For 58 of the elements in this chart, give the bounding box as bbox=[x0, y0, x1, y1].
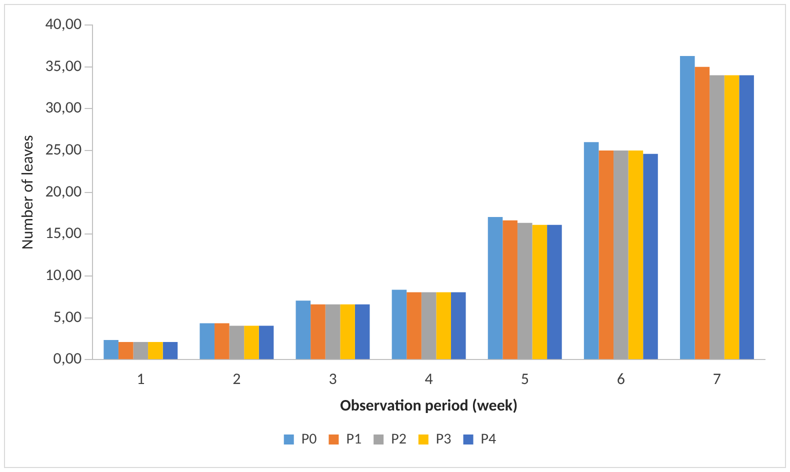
y-axis-title: Number of leaves bbox=[18, 135, 38, 250]
bar bbox=[694, 66, 710, 360]
y-tick-label: 30,00 bbox=[45, 98, 82, 118]
y-tick-label: 15,00 bbox=[45, 224, 82, 244]
bar bbox=[104, 340, 118, 360]
bar bbox=[488, 216, 503, 360]
bar bbox=[118, 342, 134, 360]
x-tick-label: 4 bbox=[424, 370, 433, 390]
y-tick-label: 35,00 bbox=[45, 56, 82, 76]
legend-label: P0 bbox=[301, 430, 318, 448]
bar bbox=[296, 300, 311, 360]
bar bbox=[598, 150, 614, 360]
bar bbox=[436, 292, 452, 360]
legend-label: P1 bbox=[346, 430, 362, 448]
x-axis-title: Observation period (week) bbox=[340, 396, 518, 416]
bar bbox=[354, 304, 370, 360]
bar bbox=[340, 304, 355, 360]
bar bbox=[133, 342, 148, 360]
bar bbox=[710, 75, 724, 360]
x-tick-label: 3 bbox=[328, 370, 337, 390]
bar bbox=[148, 342, 163, 360]
legend-label: P3 bbox=[436, 430, 452, 448]
bar bbox=[451, 292, 466, 360]
bar bbox=[421, 292, 436, 360]
bar bbox=[310, 304, 326, 360]
bar bbox=[724, 75, 740, 360]
y-tick-label: 25,00 bbox=[45, 140, 82, 160]
x-tick-label: 1 bbox=[136, 370, 145, 390]
x-tick-label: 7 bbox=[712, 370, 722, 390]
bar bbox=[406, 292, 422, 360]
bar bbox=[628, 150, 644, 360]
bar bbox=[392, 290, 407, 360]
bar bbox=[643, 154, 658, 360]
bar bbox=[244, 326, 259, 360]
x-tick-label: 6 bbox=[616, 370, 625, 390]
bar bbox=[517, 222, 532, 360]
legend-label: P2 bbox=[391, 430, 406, 448]
bar bbox=[258, 326, 274, 360]
bar bbox=[229, 326, 244, 360]
bar bbox=[325, 304, 340, 360]
bar bbox=[162, 342, 178, 360]
y-tick-label: 0,00 bbox=[53, 350, 82, 369]
bar bbox=[614, 150, 628, 360]
bar bbox=[532, 224, 548, 360]
y-tick-label: 5,00 bbox=[53, 308, 82, 327]
x-tick-label: 5 bbox=[520, 370, 529, 390]
y-tick-label: 20,00 bbox=[45, 182, 82, 202]
bar bbox=[739, 75, 754, 360]
bar bbox=[680, 56, 695, 360]
bar bbox=[584, 142, 599, 360]
y-tick-label: 10,00 bbox=[45, 266, 82, 285]
bar bbox=[502, 220, 518, 360]
bar bbox=[200, 323, 215, 360]
bar bbox=[547, 224, 562, 360]
bar bbox=[214, 323, 230, 360]
y-tick-label: 40,00 bbox=[45, 15, 82, 34]
x-tick-label: 2 bbox=[232, 370, 241, 390]
legend-label: P4 bbox=[480, 430, 497, 448]
